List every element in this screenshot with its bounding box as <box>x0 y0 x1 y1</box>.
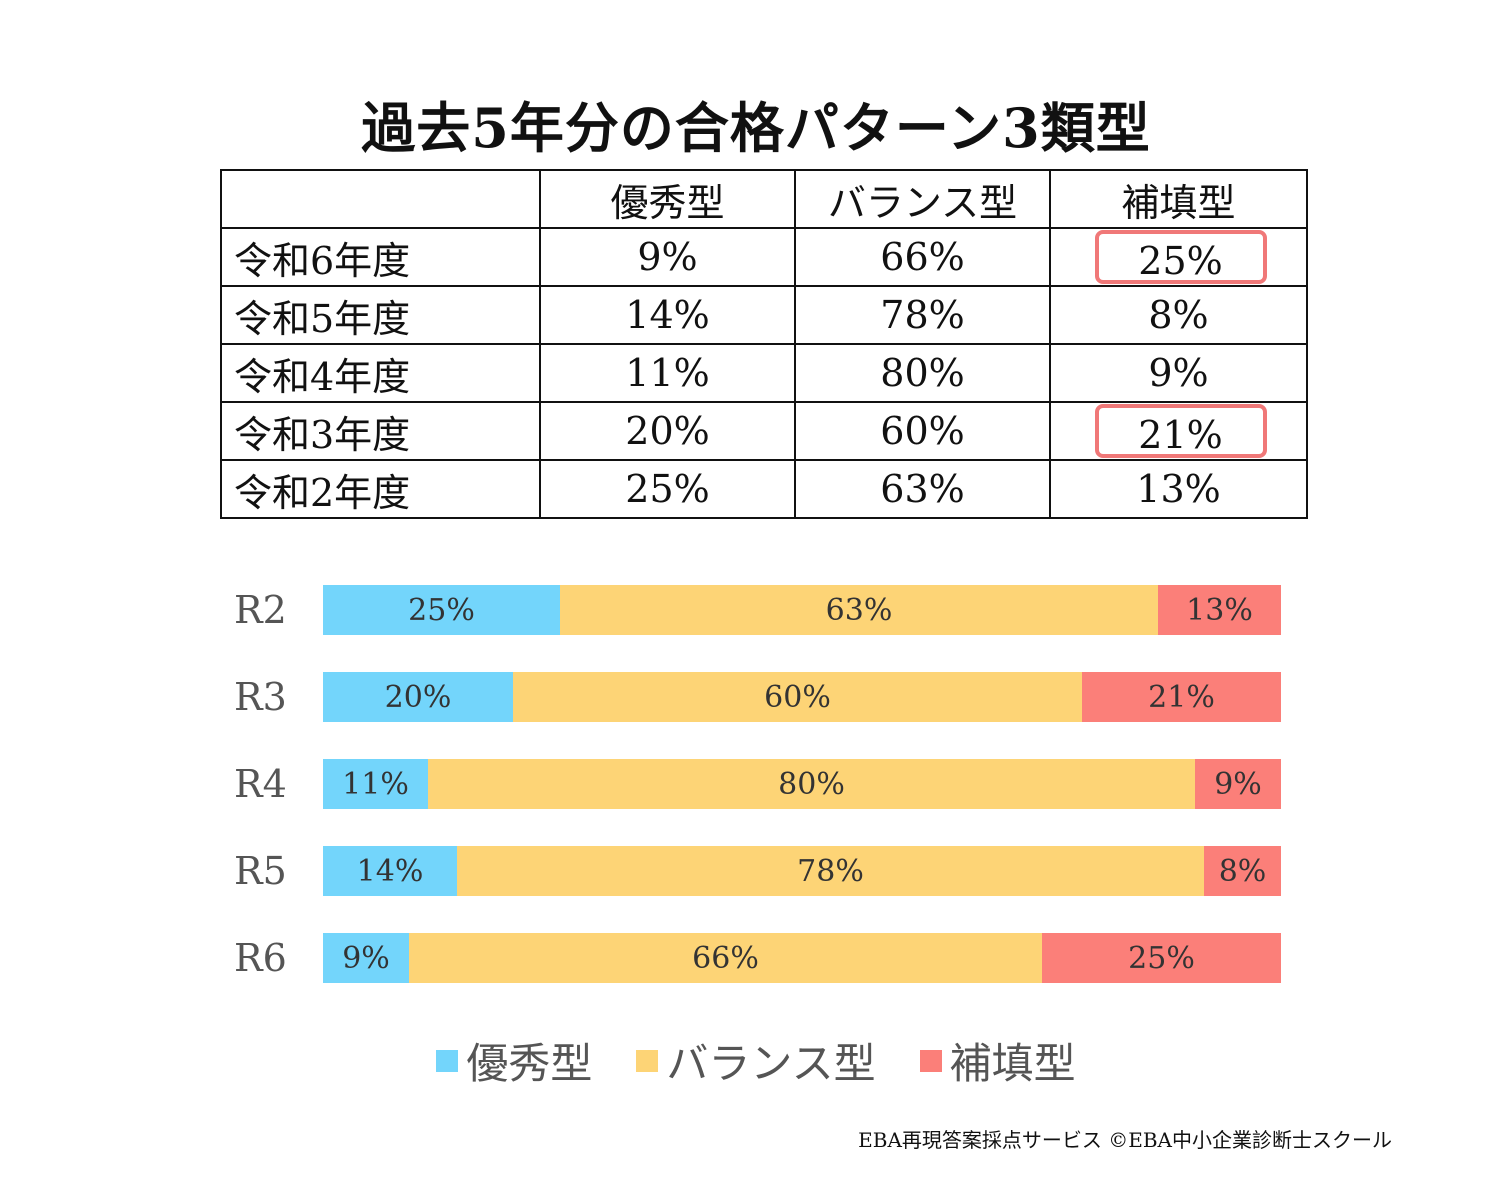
legend-swatch <box>636 1049 659 1072</box>
highlighted-value: 25% <box>1094 230 1267 284</box>
header-yushu: 優秀型 <box>539 169 796 229</box>
row-label: 令和3年度 <box>220 401 541 461</box>
bar-data-label: 8% <box>1218 853 1267 889</box>
table-cell: 63% <box>794 459 1051 519</box>
bar-segment: 60% <box>513 672 1082 722</box>
bar-segment: 21% <box>1082 672 1281 722</box>
table-cell: 9% <box>1049 343 1308 403</box>
bar-segment: 14% <box>323 846 457 896</box>
legend: 優秀型 バランス型 補填型 <box>0 1030 1512 1091</box>
bar-data-label: 14% <box>356 853 424 889</box>
table-cell: 66% <box>794 227 1051 287</box>
table-cell: 25% <box>539 459 796 519</box>
bar-data-label: 25% <box>408 592 475 628</box>
row-label: 令和2年度 <box>220 459 541 519</box>
page-title: 過去5年分の合格パターン3類型 <box>361 96 1151 160</box>
table-row: 令和5年度 14% 78% 8% <box>220 285 1308 345</box>
bar-segment: 25% <box>1042 933 1281 983</box>
category-label: R4 <box>234 762 287 806</box>
legend-swatch <box>919 1049 942 1072</box>
bar-data-label: 25% <box>1128 940 1195 976</box>
bar-segment: 13% <box>1158 585 1281 635</box>
footer-credit: EBA再現答案採点サービス ©EBA中小企業診断士スクール <box>858 1128 1392 1152</box>
bar-data-label: 78% <box>797 853 864 889</box>
table-cell: 20% <box>539 401 796 461</box>
table-cell: 78% <box>794 285 1051 345</box>
bar-segment: 80% <box>428 759 1195 809</box>
bar-data-label: 21% <box>1148 679 1215 715</box>
row-label: 令和6年度 <box>220 227 541 287</box>
bar-data-label: 9% <box>1214 766 1262 802</box>
table-cell: 60% <box>794 401 1051 461</box>
data-table: 優秀型 バランス型 補填型 令和6年度 9% 66% 25% 令和5年度 14%… <box>220 169 1308 519</box>
table-cell: 14% <box>539 285 796 345</box>
table-cell: 9% <box>539 227 796 287</box>
header-hoten: 補填型 <box>1049 169 1308 229</box>
bar-segment: 9% <box>323 933 409 983</box>
legend-swatch <box>436 1049 459 1072</box>
table-cell: 25% <box>1049 227 1308 287</box>
bar-segment: 8% <box>1204 846 1281 896</box>
bar-segment: 78% <box>457 846 1204 896</box>
row-label: 令和5年度 <box>220 285 541 345</box>
table-cell: 21% <box>1049 401 1308 461</box>
bar-segment: 20% <box>323 672 513 722</box>
bar-segment: 66% <box>409 933 1042 983</box>
legend-label: 優秀型 <box>466 1039 593 1088</box>
table-corner-cell <box>220 169 541 229</box>
category-label: R6 <box>234 936 287 980</box>
category-label: R2 <box>234 588 287 632</box>
bar-segment: 63% <box>560 585 1158 635</box>
table-row: 令和6年度 9% 66% 25% <box>220 227 1308 287</box>
table-row: 令和3年度 20% 60% 21% <box>220 401 1308 461</box>
bar-segment: 11% <box>323 759 428 809</box>
highlighted-value: 21% <box>1094 404 1267 458</box>
table-row: 令和4年度 11% 80% 9% <box>220 343 1308 403</box>
bar-data-label: 60% <box>764 679 831 715</box>
table-header-row: 優秀型 バランス型 補填型 <box>220 169 1308 229</box>
category-label: R3 <box>234 675 287 719</box>
legend-item: バランス型 <box>636 1030 876 1091</box>
category-label: R5 <box>234 849 287 893</box>
table-cell: 8% <box>1049 285 1308 345</box>
legend-item: 優秀型 <box>436 1030 592 1091</box>
table-cell: 13% <box>1049 459 1308 519</box>
bar-data-label: 9% <box>342 940 390 976</box>
bar-data-label: 63% <box>825 592 893 628</box>
table-cell: 11% <box>539 343 796 403</box>
header-balance: バランス型 <box>794 169 1051 229</box>
bar-segment: 9% <box>1195 759 1281 809</box>
bar-data-label: 11% <box>342 766 409 802</box>
legend-label: バランス型 <box>666 1039 876 1088</box>
bar-data-label: 66% <box>692 940 759 976</box>
table-cell: 80% <box>794 343 1051 403</box>
bar-data-label: 13% <box>1186 592 1253 628</box>
table-row: 令和2年度 25% 63% 13% <box>220 459 1308 519</box>
bar-data-label: 80% <box>778 766 845 802</box>
bar-data-label: 20% <box>384 679 452 715</box>
legend-item: 補填型 <box>919 1030 1076 1091</box>
row-label: 令和4年度 <box>220 343 541 403</box>
bar-segment: 25% <box>323 585 560 635</box>
legend-label: 補填型 <box>949 1039 1076 1088</box>
